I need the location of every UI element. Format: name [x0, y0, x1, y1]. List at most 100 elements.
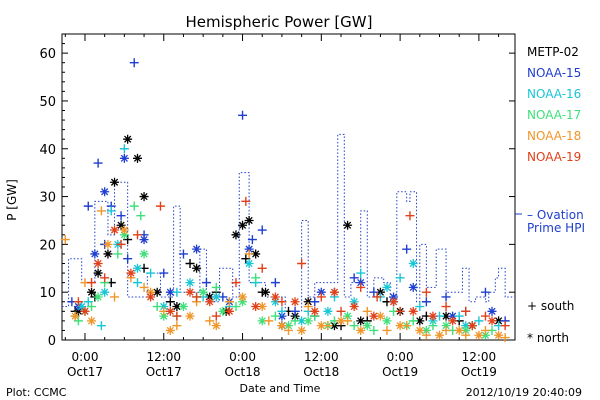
north-point	[238, 220, 248, 230]
south-point	[421, 330, 431, 340]
x-tick-time: 0:00	[72, 350, 99, 364]
south-point	[133, 230, 142, 240]
south-point	[155, 201, 165, 211]
north-point	[165, 287, 175, 297]
north-point	[139, 192, 149, 202]
south-point	[441, 302, 451, 312]
south-point	[238, 110, 248, 120]
y-tick-label: 0	[48, 334, 56, 349]
north-point	[395, 321, 405, 331]
north-point	[277, 311, 287, 321]
north-point	[329, 321, 339, 331]
x-tick-date: Oct17	[67, 365, 103, 379]
legend-noaa-17: NOAA-17	[527, 108, 581, 122]
south-point	[211, 282, 221, 292]
north-point	[231, 230, 241, 240]
south-point	[454, 311, 464, 321]
x-tick-date: Oct18	[225, 365, 261, 379]
north-point	[297, 325, 307, 335]
north-point	[467, 321, 477, 331]
south-point	[83, 297, 93, 307]
data-points	[60, 58, 510, 343]
south-point	[231, 302, 241, 312]
ovation-hpi-path	[62, 133, 515, 312]
north-point	[270, 297, 280, 307]
south-point	[349, 321, 359, 331]
north-point	[329, 287, 339, 297]
south-legend: + south	[527, 299, 574, 313]
north-point	[238, 297, 248, 307]
south-point	[185, 259, 195, 268]
y-tick-label: 30	[39, 191, 56, 206]
north-point	[146, 287, 156, 297]
north-point	[146, 292, 156, 302]
north-point	[133, 263, 142, 273]
ovation-legend-label-1: – Ovation	[527, 208, 584, 222]
north-point	[408, 259, 418, 268]
south-point	[395, 273, 405, 283]
y-tick-label: 40	[39, 143, 56, 158]
north-point	[87, 287, 97, 297]
south-point	[116, 239, 126, 249]
north-point	[133, 153, 142, 163]
north-point	[316, 287, 326, 297]
north-point	[119, 225, 129, 235]
south-point	[241, 196, 251, 206]
south-point	[146, 268, 156, 278]
plot-timestamp: 2012/10/19 20:40:09	[466, 386, 582, 399]
legend-noaa-16: NOAA-16	[527, 87, 581, 101]
south-point	[421, 297, 431, 307]
north-point	[77, 302, 87, 312]
legend-metp-02: METP-02	[527, 45, 579, 59]
north-point	[261, 287, 271, 297]
north-point	[126, 268, 136, 278]
north-point	[343, 311, 353, 321]
south-point	[192, 292, 202, 302]
series-noaa-15	[67, 58, 510, 326]
south-point	[152, 302, 162, 312]
north-point	[270, 292, 280, 302]
south-point	[277, 306, 287, 316]
south-point	[303, 302, 313, 312]
south-point	[369, 287, 379, 297]
north-point	[159, 302, 169, 312]
north-point	[382, 282, 392, 292]
x-tick-time: 12:00	[462, 350, 497, 364]
y-tick-label: 50	[39, 95, 56, 110]
south-point	[257, 263, 267, 273]
north-point	[487, 306, 497, 316]
north-point	[428, 311, 438, 321]
north-point	[389, 297, 399, 307]
north-point	[244, 244, 254, 254]
north-point	[205, 292, 215, 302]
north-point	[284, 321, 293, 331]
south-point	[73, 297, 83, 307]
north-point	[454, 325, 464, 335]
north-point	[343, 220, 353, 230]
south-point	[100, 273, 110, 283]
north-point	[139, 235, 149, 245]
south-point	[87, 278, 97, 288]
north-point	[389, 292, 399, 302]
south-point	[461, 330, 471, 340]
south-point	[461, 306, 471, 316]
legend: METP-02 NOAA-15 NOAA-16 NOAA-17 NOAA-18 NOAA-…	[527, 45, 581, 164]
south-point	[480, 287, 490, 297]
north-point	[441, 321, 451, 331]
south-point	[110, 292, 120, 302]
north-point	[435, 330, 444, 340]
north-point	[415, 325, 425, 335]
north-point	[172, 302, 182, 312]
south-point	[415, 302, 425, 312]
south-point	[402, 244, 412, 254]
south-point	[83, 201, 93, 211]
north-point	[290, 297, 300, 307]
north-point	[192, 244, 202, 254]
north-point	[185, 287, 195, 297]
south-point	[297, 259, 307, 268]
north-point	[211, 321, 221, 331]
north-point	[277, 321, 287, 331]
south-point	[290, 306, 300, 316]
south-point	[205, 316, 215, 326]
